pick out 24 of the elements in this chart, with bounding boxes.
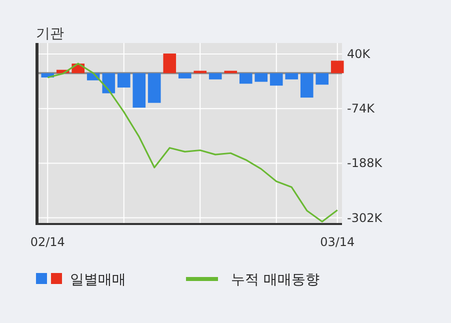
- bar: [163, 54, 176, 74]
- bar: [208, 73, 222, 80]
- bar: [178, 73, 192, 78]
- bar: [330, 60, 344, 74]
- bar: [300, 73, 314, 98]
- bar: [239, 73, 252, 84]
- bar: [102, 73, 116, 94]
- y-tick-label: -302K: [347, 210, 384, 225]
- legend-label: 일별매매: [70, 272, 126, 288]
- chart-title: 기관: [36, 26, 64, 42]
- bar: [132, 73, 146, 108]
- legend-label: 누적 매매동향: [231, 272, 320, 288]
- bar: [316, 73, 329, 85]
- x-tick-label: 02/14: [30, 235, 65, 249]
- bar: [270, 73, 283, 86]
- x-tick-label: 03/14: [320, 235, 355, 249]
- y-tick-label: 40K: [347, 47, 372, 62]
- bar: [285, 73, 298, 80]
- y-tick-label: -188K: [347, 156, 384, 170]
- bar: [117, 73, 130, 88]
- bar: [254, 73, 268, 82]
- y-tick-label: -74K: [347, 102, 376, 116]
- line-series: [46, 62, 338, 222]
- bar: [148, 73, 161, 103]
